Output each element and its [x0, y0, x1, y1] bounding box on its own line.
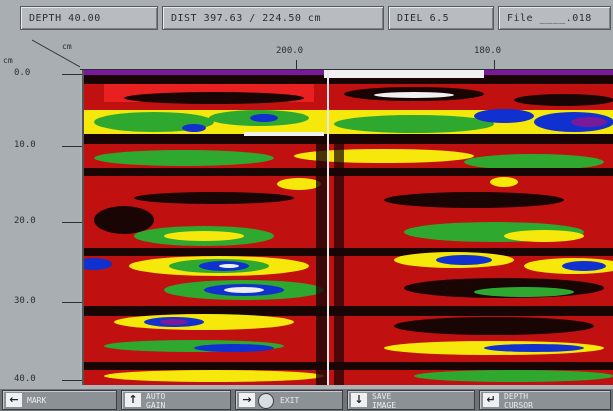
depth-cursor-button[interactable]: ↵ DEPTH CURSOR — [479, 390, 611, 410]
mark-button-label: MARK — [27, 396, 47, 405]
depth-tick — [62, 146, 82, 147]
ruler-corner-diagonal — [31, 39, 83, 69]
distance-tick — [296, 60, 297, 70]
arrow-up-icon: ↑ — [125, 393, 141, 407]
mark-button[interactable]: ← MARK — [2, 390, 117, 410]
distance-tick — [494, 60, 495, 70]
radar-scan-image[interactable] — [82, 70, 613, 385]
distance-tick-label: 180.0 — [474, 46, 502, 56]
depth-tick — [62, 74, 82, 75]
auto-gain-button-label: AUTO GAIN — [146, 392, 166, 410]
depth-tick-label: 10.0 — [14, 140, 36, 150]
distance-readout: DIST 397.63 / 224.50 cm — [162, 6, 384, 30]
depth-cursor-line[interactable] — [327, 70, 329, 385]
depth-readout: DEPTH 40.00 — [20, 6, 158, 30]
dielectric-readout: DIEL 6.5 — [388, 6, 494, 30]
arrow-down-icon: ↓ — [351, 393, 367, 407]
depth-unit-label: cm — [3, 56, 13, 65]
arrow-left-icon: ← — [6, 393, 22, 407]
distance-tick-label: 200.0 — [276, 46, 304, 56]
depth-ruler: cm cm 0.0 10.0 20.0 30.0 40.0 — [0, 36, 83, 389]
exit-button[interactable]: → EXIT — [235, 390, 343, 410]
status-bar: DEPTH 40.00 DIST 397.63 / 224.50 cm DIEL… — [0, 0, 613, 36]
distance-ruler: 200.0 180.0 — [80, 36, 613, 70]
auto-gain-button[interactable]: ↑ AUTO GAIN — [121, 390, 231, 410]
globe-icon — [258, 393, 274, 409]
distance-unit-label: cm — [62, 42, 72, 51]
depth-tick-label: 30.0 — [14, 296, 36, 306]
depth-tick-label: 20.0 — [14, 216, 36, 226]
depth-tick — [62, 222, 82, 223]
file-readout: File ____.018 — [498, 6, 611, 30]
depth-tick-label: 40.0 — [14, 374, 36, 384]
depth-tick — [62, 380, 82, 381]
radar-scan-canvas — [84, 70, 613, 385]
bottom-toolbar: ← MARK ↑ AUTO GAIN → EXIT ↓ SAVE IMAGE ↵… — [0, 389, 613, 411]
depth-tick — [62, 302, 82, 303]
distance-axis-line — [80, 69, 613, 70]
return-icon: ↵ — [483, 393, 499, 407]
save-image-button[interactable]: ↓ SAVE IMAGE — [347, 390, 475, 410]
exit-button-label: EXIT — [280, 396, 300, 405]
arrow-right-icon: → — [239, 393, 255, 407]
save-image-button-label: SAVE IMAGE — [372, 392, 397, 410]
depth-cursor-button-label: DEPTH CURSOR — [504, 392, 533, 410]
depth-tick-label: 0.0 — [14, 68, 31, 78]
